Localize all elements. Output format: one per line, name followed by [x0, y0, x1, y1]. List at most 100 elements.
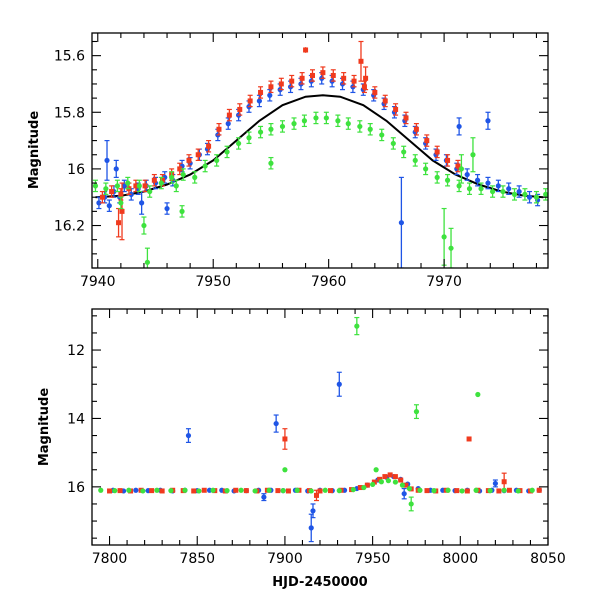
- top-blue-point: [139, 200, 145, 206]
- bottom-red-point: [313, 492, 319, 498]
- bottom-x-tick-label: 8000: [442, 551, 478, 567]
- top-green-point: [125, 180, 131, 186]
- top-plot-area: [92, 40, 548, 268]
- top-green-point: [345, 121, 351, 127]
- top-red-point: [109, 189, 115, 195]
- top-green-point: [301, 118, 308, 124]
- bottom-green-point: [399, 482, 406, 488]
- bottom-blue-point: [273, 420, 279, 427]
- top-green-point: [118, 200, 124, 206]
- top-red-point: [206, 143, 212, 149]
- top-green-point: [214, 157, 220, 164]
- bottom-green-point: [336, 488, 342, 494]
- top-data-layer: [92, 40, 548, 268]
- top-blue-point: [456, 123, 462, 130]
- top-red-point: [116, 220, 122, 226]
- bottom-green-point: [529, 487, 535, 493]
- bottom-red-point: [496, 488, 502, 494]
- top-y-tick-label: 16.2: [54, 219, 85, 235]
- bottom-x-tick-label: 7950: [355, 551, 391, 567]
- top-green-point: [257, 129, 264, 135]
- top-blue-point: [121, 183, 127, 189]
- bottom-red-point: [201, 487, 207, 493]
- bottom-green-point: [373, 467, 379, 473]
- bottom-green-point: [154, 487, 160, 493]
- top-blue-point: [526, 194, 533, 200]
- top-red-point: [159, 177, 165, 183]
- top-red-point: [361, 84, 367, 90]
- bottom-green-point: [361, 484, 367, 491]
- top-panel: 7940 7950 7960 7970 15.6 15.8 16 16.2 Magnitude: [27, 32, 549, 290]
- bottom-green-point: [112, 488, 118, 494]
- top-green-point: [412, 157, 418, 164]
- top-y-tick-label: 15.8: [54, 105, 85, 121]
- top-red-point: [237, 106, 243, 112]
- top-x-tick-label: 7950: [195, 274, 231, 290]
- top-red-point: [142, 183, 148, 189]
- bottom-red-point: [149, 488, 155, 494]
- top-red-point: [289, 78, 295, 84]
- bottom-green-point: [98, 487, 104, 493]
- top-blue-point: [164, 205, 170, 212]
- bottom-blue-point: [261, 494, 267, 500]
- top-green-point: [458, 166, 465, 172]
- bottom-red-point: [371, 479, 377, 485]
- top-blue-point: [104, 157, 110, 164]
- top-green-point: [268, 160, 274, 166]
- bottom-green-point: [370, 481, 376, 488]
- top-green-point: [379, 132, 385, 138]
- top-green-point: [291, 121, 297, 127]
- top-red-point: [413, 126, 419, 132]
- top-y-axis-title: Magnitude: [27, 111, 42, 190]
- top-green-point: [313, 115, 319, 121]
- bottom-red-point: [454, 488, 460, 494]
- bottom-red-point: [392, 474, 398, 480]
- top-red-point: [393, 106, 399, 112]
- top-blue-point: [106, 203, 112, 209]
- bottom-blue-point: [336, 381, 342, 387]
- top-red-point: [309, 72, 315, 78]
- top-red-point: [226, 112, 232, 118]
- bottom-red-point: [191, 488, 197, 494]
- top-red-point: [119, 208, 125, 214]
- top-green-point: [423, 166, 429, 172]
- bottom-x-axis-title: HJD-2450000: [272, 575, 367, 590]
- top-red-point: [341, 75, 347, 81]
- top-red-point: [118, 191, 124, 197]
- top-green-point: [224, 149, 230, 155]
- top-red-point: [351, 78, 357, 84]
- bottom-green-point: [308, 488, 314, 494]
- top-green-point: [500, 188, 506, 195]
- top-red-point: [330, 72, 336, 78]
- top-red-point: [403, 115, 409, 121]
- top-green-point: [441, 234, 447, 240]
- bottom-green-point: [475, 391, 481, 398]
- bottom-green-point: [445, 487, 451, 493]
- top-red-point: [363, 75, 369, 81]
- bottom-green-point: [413, 409, 420, 415]
- bottom-red-point: [275, 488, 281, 494]
- top-red-point: [320, 70, 326, 76]
- bottom-green-point: [406, 485, 413, 492]
- bottom-x-tick-label: 8050: [530, 551, 566, 567]
- top-green-point: [444, 177, 451, 183]
- bottom-panel: 7800 7850 7900 7950 8000 8050 12 14 16 Magnitude…: [37, 308, 566, 590]
- bottom-red-point: [117, 488, 123, 494]
- top-green-point: [470, 152, 476, 158]
- top-green-point: [448, 245, 454, 251]
- bottom-red-point: [243, 488, 249, 494]
- top-red-point: [133, 183, 139, 189]
- top-green-point: [192, 174, 198, 180]
- top-green-point: [136, 183, 142, 189]
- bottom-red-point: [317, 488, 323, 494]
- top-blue-point: [474, 177, 481, 183]
- top-red-point: [99, 194, 105, 200]
- bottom-blue-point: [133, 487, 139, 493]
- top-green-point: [357, 123, 363, 130]
- bottom-green-point: [417, 487, 423, 493]
- top-red-point: [151, 177, 157, 183]
- top-green-point: [456, 183, 462, 189]
- bottom-green-point: [378, 479, 384, 485]
- top-green-point: [268, 126, 274, 132]
